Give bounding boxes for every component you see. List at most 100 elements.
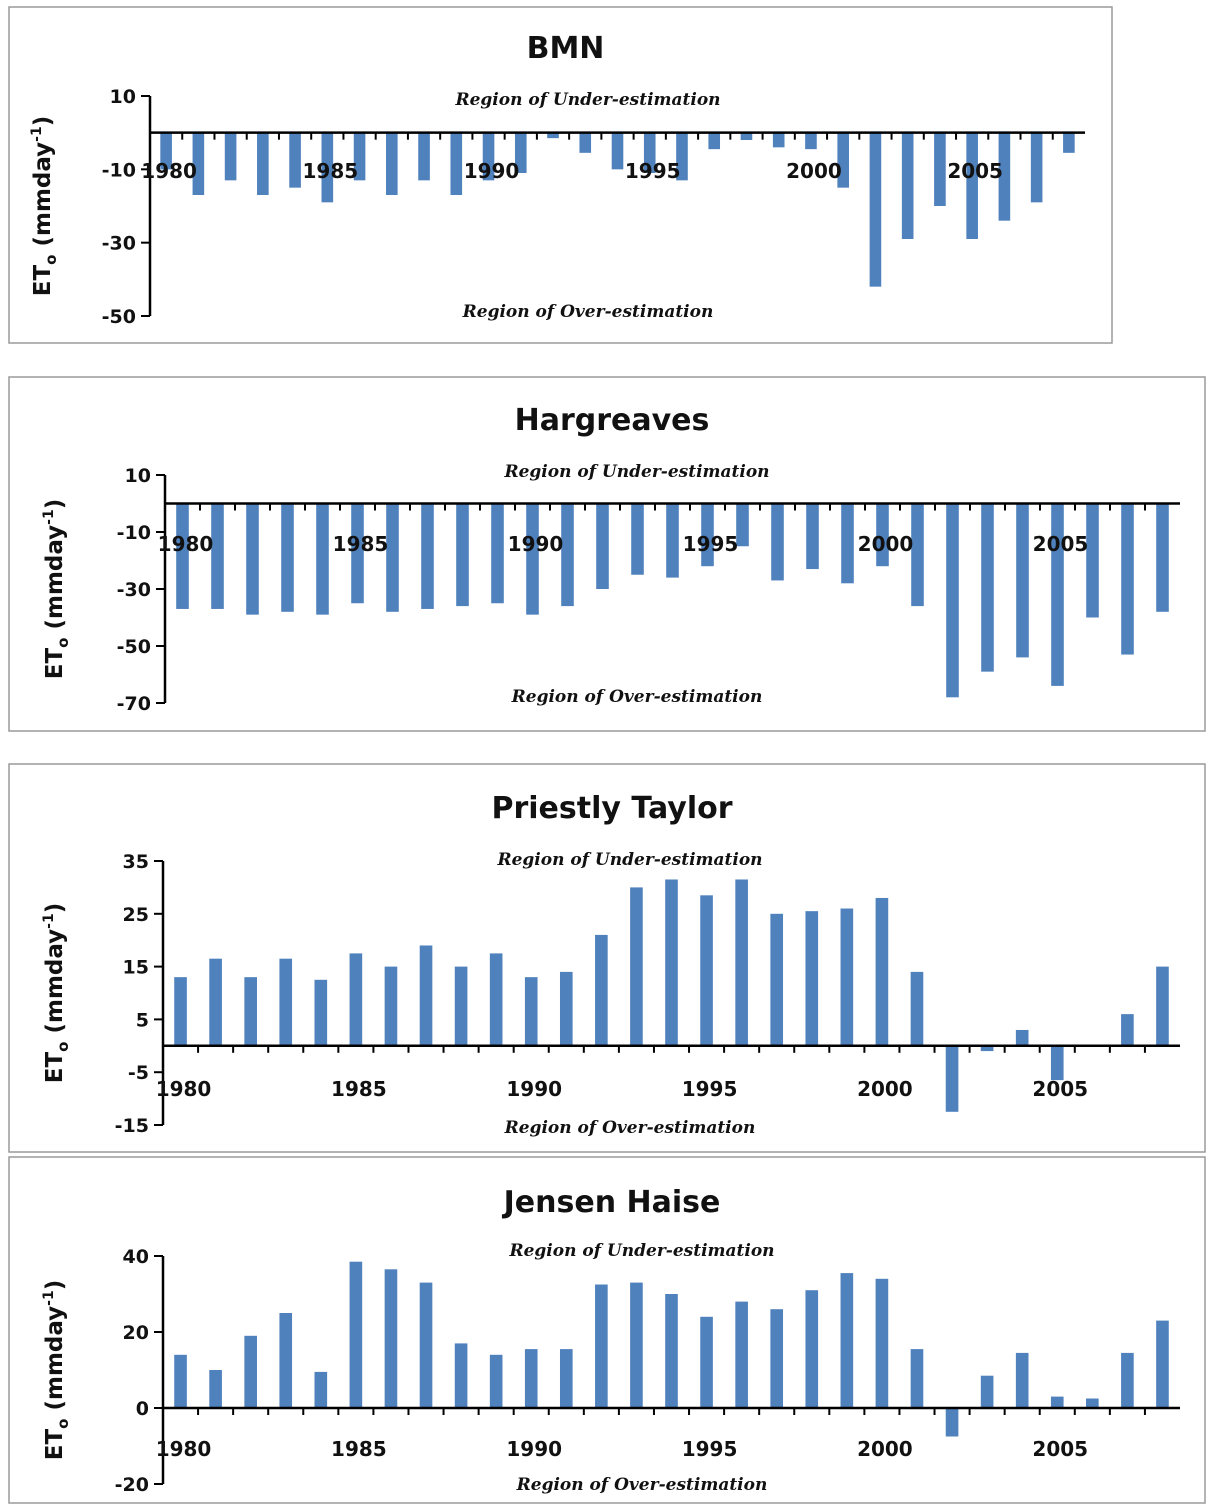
chart-svg: BMN Region of Under-estimation Region of O… (8, 6, 1113, 344)
chart-svg: Jensen Haise Region of Under-estimation Re… (8, 1156, 1206, 1504)
x-tick-label-2000: 2000 (857, 1437, 913, 1461)
y-label-sub: o (54, 638, 72, 648)
bar-1993 (579, 132, 592, 153)
x-tick-label-1990: 1990 (508, 532, 564, 556)
y-tick-label: 10 (110, 86, 136, 108)
bar-1981 (209, 1370, 222, 1408)
bar-1987 (386, 132, 398, 195)
bar-1989 (489, 953, 503, 1046)
region-under-label: Region of Under-estimation (454, 90, 720, 110)
bar-2003 (980, 1045, 994, 1052)
bar-1986 (384, 1269, 398, 1408)
x-tick-label-1985: 1985 (333, 532, 389, 556)
bar-1990 (482, 132, 495, 181)
y-tick-label: 40 (123, 1246, 149, 1268)
y-label-unit: (mmday (42, 929, 68, 1042)
bar-1997 (770, 1309, 784, 1408)
bar-1982 (246, 503, 259, 615)
y-label-sup: -1 (29, 126, 45, 142)
y-tick-label: 0 (136, 1398, 149, 1420)
bar-2008 (1156, 1320, 1169, 1408)
bar-1984 (289, 132, 301, 188)
bar-2001 (910, 1349, 924, 1408)
bar-2008 (1063, 132, 1075, 153)
bar-1991 (559, 971, 573, 1046)
bar-1997 (708, 132, 721, 150)
bar-1982 (244, 977, 257, 1046)
y-label-close: ) (42, 499, 68, 510)
bar-1990 (526, 503, 539, 615)
y-label-unit: (mmday (42, 1306, 68, 1419)
bar-2004 (1016, 503, 1029, 658)
bar-1994 (611, 132, 624, 170)
y-label-sup: -1 (41, 913, 57, 929)
x-tick-label-1990: 1990 (506, 1077, 562, 1101)
bar-1986 (353, 132, 366, 181)
y-label-unit: (mmday (42, 525, 68, 638)
x-tick-label-2000: 2000 (786, 159, 842, 183)
bar-1982 (224, 132, 237, 181)
bar-1984 (314, 979, 328, 1046)
bar-1985 (351, 503, 364, 604)
y-axis-label: ETo (mmday-1) (41, 499, 72, 680)
bar-1980 (176, 503, 189, 609)
bar-1996 (736, 503, 749, 547)
bar-1991 (561, 503, 574, 607)
bar-2002 (945, 1045, 959, 1112)
y-axis-label: ETo (mmday-1) (41, 1280, 72, 1461)
bar-1994 (665, 1294, 678, 1408)
bar-2003 (901, 132, 914, 239)
bar-1985 (321, 132, 334, 203)
y-tick-label: -20 (115, 1474, 149, 1496)
bar-1982 (244, 1335, 257, 1408)
y-tick-label: 35 (123, 851, 149, 873)
y-axis-label: ETo (mmday-1) (41, 903, 72, 1084)
region-under-label: Region of Under-estimation (508, 1241, 774, 1261)
chart-title: Priestly Taylor (491, 791, 732, 826)
bar-1988 (454, 966, 468, 1046)
y-label-unit: (mmday (30, 142, 56, 255)
bar-2004 (934, 132, 946, 206)
x-tick-label-2005: 2005 (1032, 1077, 1088, 1101)
chart-panel-bmn: BMN Region of Under-estimation Region of O… (8, 6, 1113, 344)
y-label-sup: -1 (41, 509, 57, 525)
bar-1981 (211, 503, 224, 609)
bar-1985 (349, 1261, 363, 1408)
bar-1996 (735, 879, 748, 1046)
bar-1992 (596, 503, 609, 589)
bar-2002 (869, 132, 882, 287)
bar-1998 (740, 132, 753, 140)
bar-1992 (547, 132, 559, 139)
x-tick-label-2005: 2005 (1032, 1437, 1088, 1461)
y-label-sub: o (54, 1042, 72, 1052)
bar-1994 (666, 503, 679, 578)
bar-1995 (700, 895, 713, 1046)
bar-2007 (1121, 1014, 1134, 1046)
x-tick-label-1995: 1995 (683, 532, 739, 556)
chart-panel-hargreaves: Hargreaves Region of Under-estimation Regi… (8, 376, 1206, 732)
bar-2000 (876, 503, 889, 567)
bar-1992 (595, 934, 608, 1046)
y-axis-label: ETo (mmday-1) (29, 116, 60, 297)
y-tick-label: -5 (128, 1062, 149, 1084)
bar-1983 (281, 503, 294, 612)
x-tick-label-1995: 1995 (625, 159, 681, 183)
chart-svg: Hargreaves Region of Under-estimation Regi… (8, 376, 1206, 732)
y-label-sub: o (54, 1419, 72, 1429)
chart-title: Hargreaves (515, 403, 710, 438)
bar-1989 (491, 503, 504, 604)
y-label-sub: o (42, 255, 60, 265)
bar-1988 (456, 503, 469, 607)
bar-1990 (524, 977, 538, 1046)
bar-1980 (174, 977, 187, 1046)
bar-2000 (805, 132, 817, 150)
bar-2001 (911, 503, 924, 607)
region-over-label: Region of Over-estimation (462, 302, 714, 322)
bar-1998 (805, 911, 819, 1046)
bar-2001 (837, 132, 849, 188)
bar-1983 (279, 958, 293, 1046)
y-tick-label: 10 (125, 465, 151, 487)
bar-2008 (1156, 966, 1169, 1046)
bar-1980 (160, 132, 172, 170)
bar-1995 (643, 132, 656, 173)
